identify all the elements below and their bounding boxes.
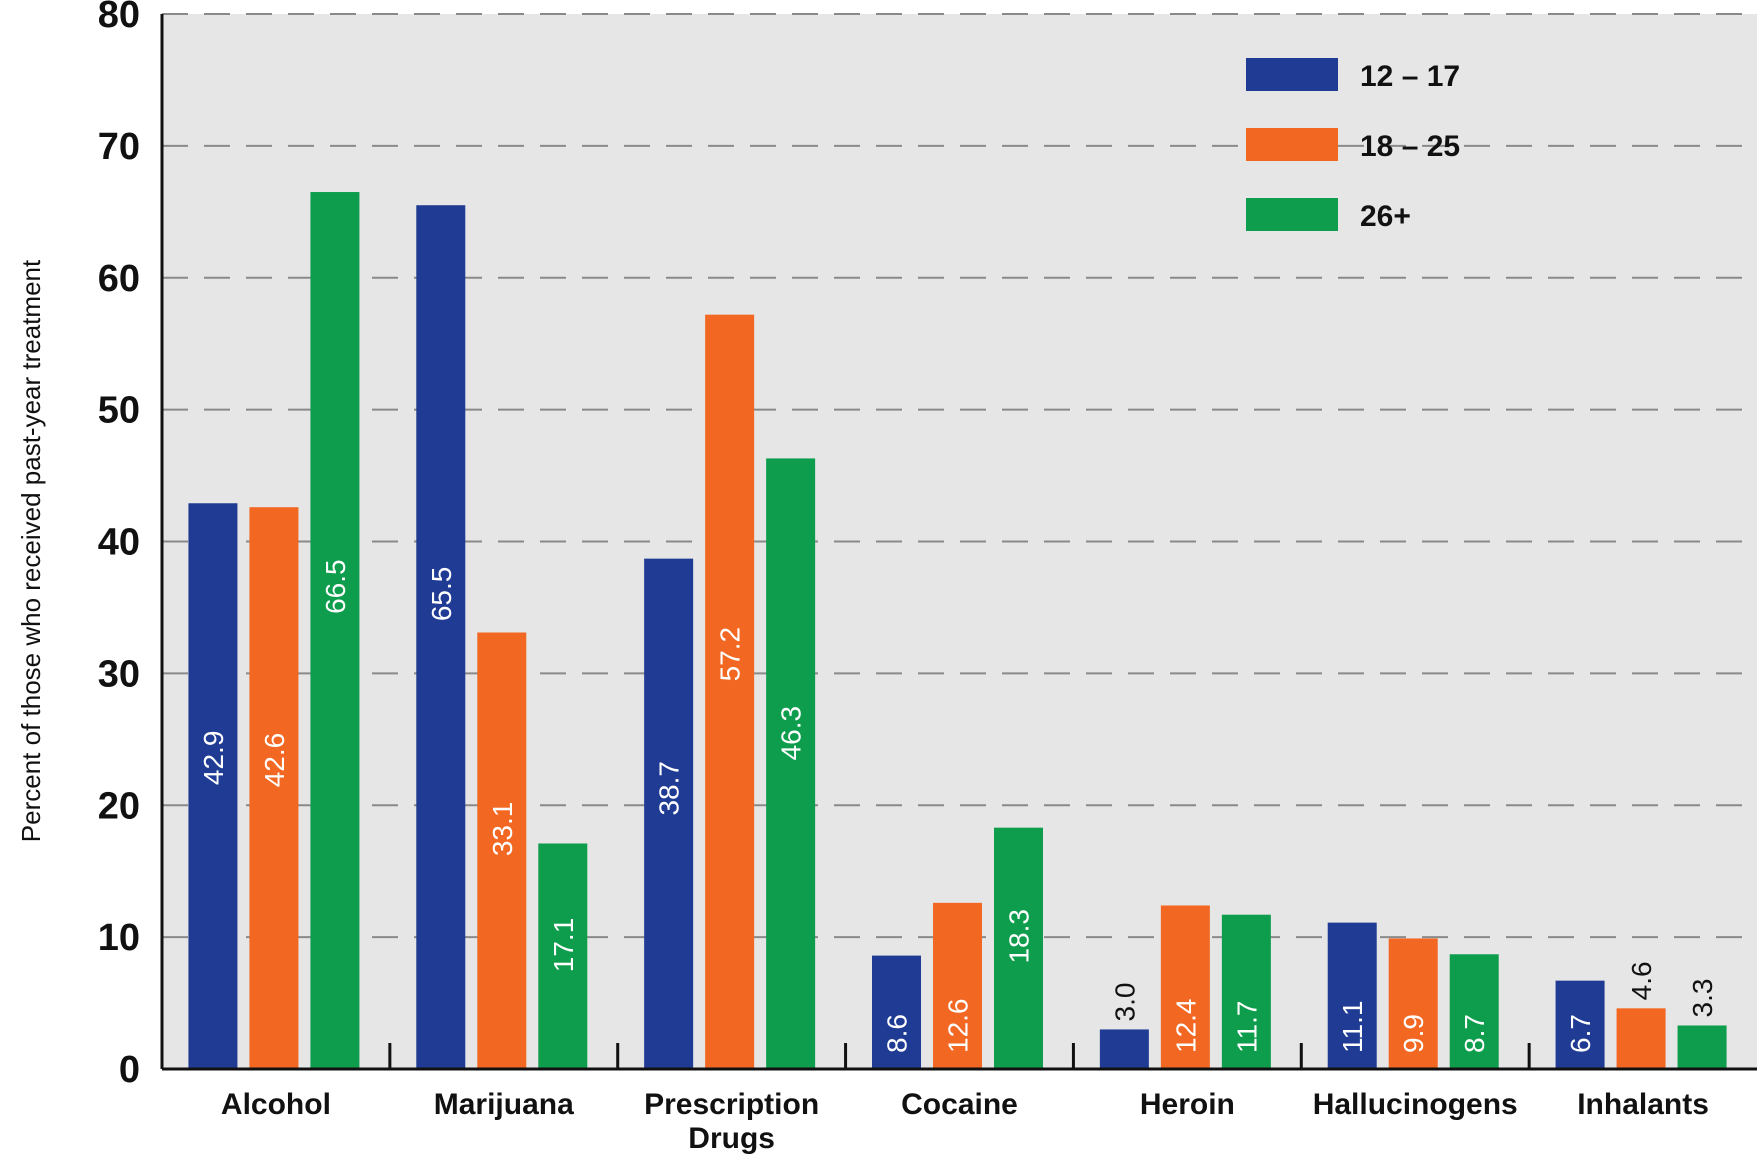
value-label: 3.0 xyxy=(1109,983,1140,1022)
category-label: Alcohol xyxy=(221,1088,331,1121)
bar xyxy=(538,843,588,1069)
y-tick-label: 20 xyxy=(98,785,140,827)
bar xyxy=(1327,922,1377,1069)
bar xyxy=(249,507,299,1069)
bar xyxy=(1099,1029,1149,1069)
legend-label: 18 – 25 xyxy=(1360,130,1460,163)
legend-swatch xyxy=(1246,198,1338,231)
axes xyxy=(160,14,1757,1071)
y-tick-label: 80 xyxy=(98,0,140,36)
bar xyxy=(766,458,816,1069)
value-label: 8.6 xyxy=(882,1014,913,1053)
bar xyxy=(933,902,982,1069)
bar xyxy=(644,558,694,1069)
legend: 12 – 17 18 – 25 26+ xyxy=(1246,58,1460,233)
bar xyxy=(1449,954,1499,1069)
category-label: Cocaine xyxy=(901,1088,1018,1121)
bar xyxy=(188,503,238,1070)
category-label: Heroin xyxy=(1140,1088,1235,1121)
bars xyxy=(188,192,1727,1070)
y-tick-label: 40 xyxy=(98,522,140,564)
value-label: 42.6 xyxy=(259,733,290,788)
value-label: 57.2 xyxy=(715,627,746,682)
y-tick-label: 70 xyxy=(98,126,140,168)
category-label: Prescription Drugs xyxy=(644,1088,819,1155)
value-label: 66.5 xyxy=(320,559,351,614)
value-label: 11.7 xyxy=(1231,1001,1262,1053)
value-label: 8.7 xyxy=(1459,1014,1490,1053)
category-label: Marijuana xyxy=(434,1088,574,1121)
value-label: 42.9 xyxy=(198,731,229,786)
value-label: 9.9 xyxy=(1398,1014,1429,1053)
bar xyxy=(705,314,755,1069)
bar xyxy=(416,205,466,1069)
bar xyxy=(872,955,921,1069)
value-labels: 42.9 42.6 66.5 65.5 33.1 17.1 38.7 57.2 46.3 8.6 1… xyxy=(198,559,1718,1053)
value-label: 3.3 xyxy=(1687,979,1718,1018)
legend-label: 12 – 17 xyxy=(1360,60,1460,93)
y-tick-label: 60 xyxy=(98,258,140,300)
y-tick-labels: 0 10 20 30 40 50 60 70 80 xyxy=(98,0,140,1091)
value-label: 17.1 xyxy=(548,918,579,973)
bar xyxy=(1388,938,1438,1069)
bar xyxy=(1616,1008,1666,1069)
category-label: Inhalants xyxy=(1577,1088,1709,1121)
bar xyxy=(310,192,360,1069)
bar xyxy=(1160,905,1210,1069)
value-label: 33.1 xyxy=(487,802,518,857)
legend-swatch xyxy=(1246,128,1338,161)
value-label: 12.6 xyxy=(943,999,974,1054)
category-label: Hallucinogens xyxy=(1313,1088,1518,1121)
legend-label: 26+ xyxy=(1360,200,1411,233)
y-tick-label: 0 xyxy=(119,1049,140,1091)
legend-swatch xyxy=(1246,58,1338,91)
bar xyxy=(1221,914,1271,1069)
bar xyxy=(1677,1025,1727,1069)
value-label: 4.6 xyxy=(1626,961,1657,1000)
value-label: 38.7 xyxy=(654,761,685,816)
bar xyxy=(994,827,1043,1069)
value-label: 6.7 xyxy=(1565,1014,1596,1053)
bar xyxy=(1555,980,1605,1069)
bar xyxy=(477,632,527,1069)
y-axis-label: Percent of those who received past-year … xyxy=(16,259,46,842)
value-label: 46.3 xyxy=(776,706,807,761)
value-label: 18.3 xyxy=(1004,909,1035,964)
y-tick-label: 30 xyxy=(98,653,140,695)
value-label: 12.4 xyxy=(1170,999,1201,1054)
y-tick-label: 10 xyxy=(98,917,140,959)
y-tick-label: 50 xyxy=(98,390,140,432)
x-tick-marks xyxy=(388,1043,1531,1069)
value-label: 65.5 xyxy=(426,567,457,622)
value-label: 11.1 xyxy=(1337,1001,1368,1053)
category-labels: Alcohol Marijuana Prescription Drugs Cocaine… xyxy=(221,1088,1709,1155)
